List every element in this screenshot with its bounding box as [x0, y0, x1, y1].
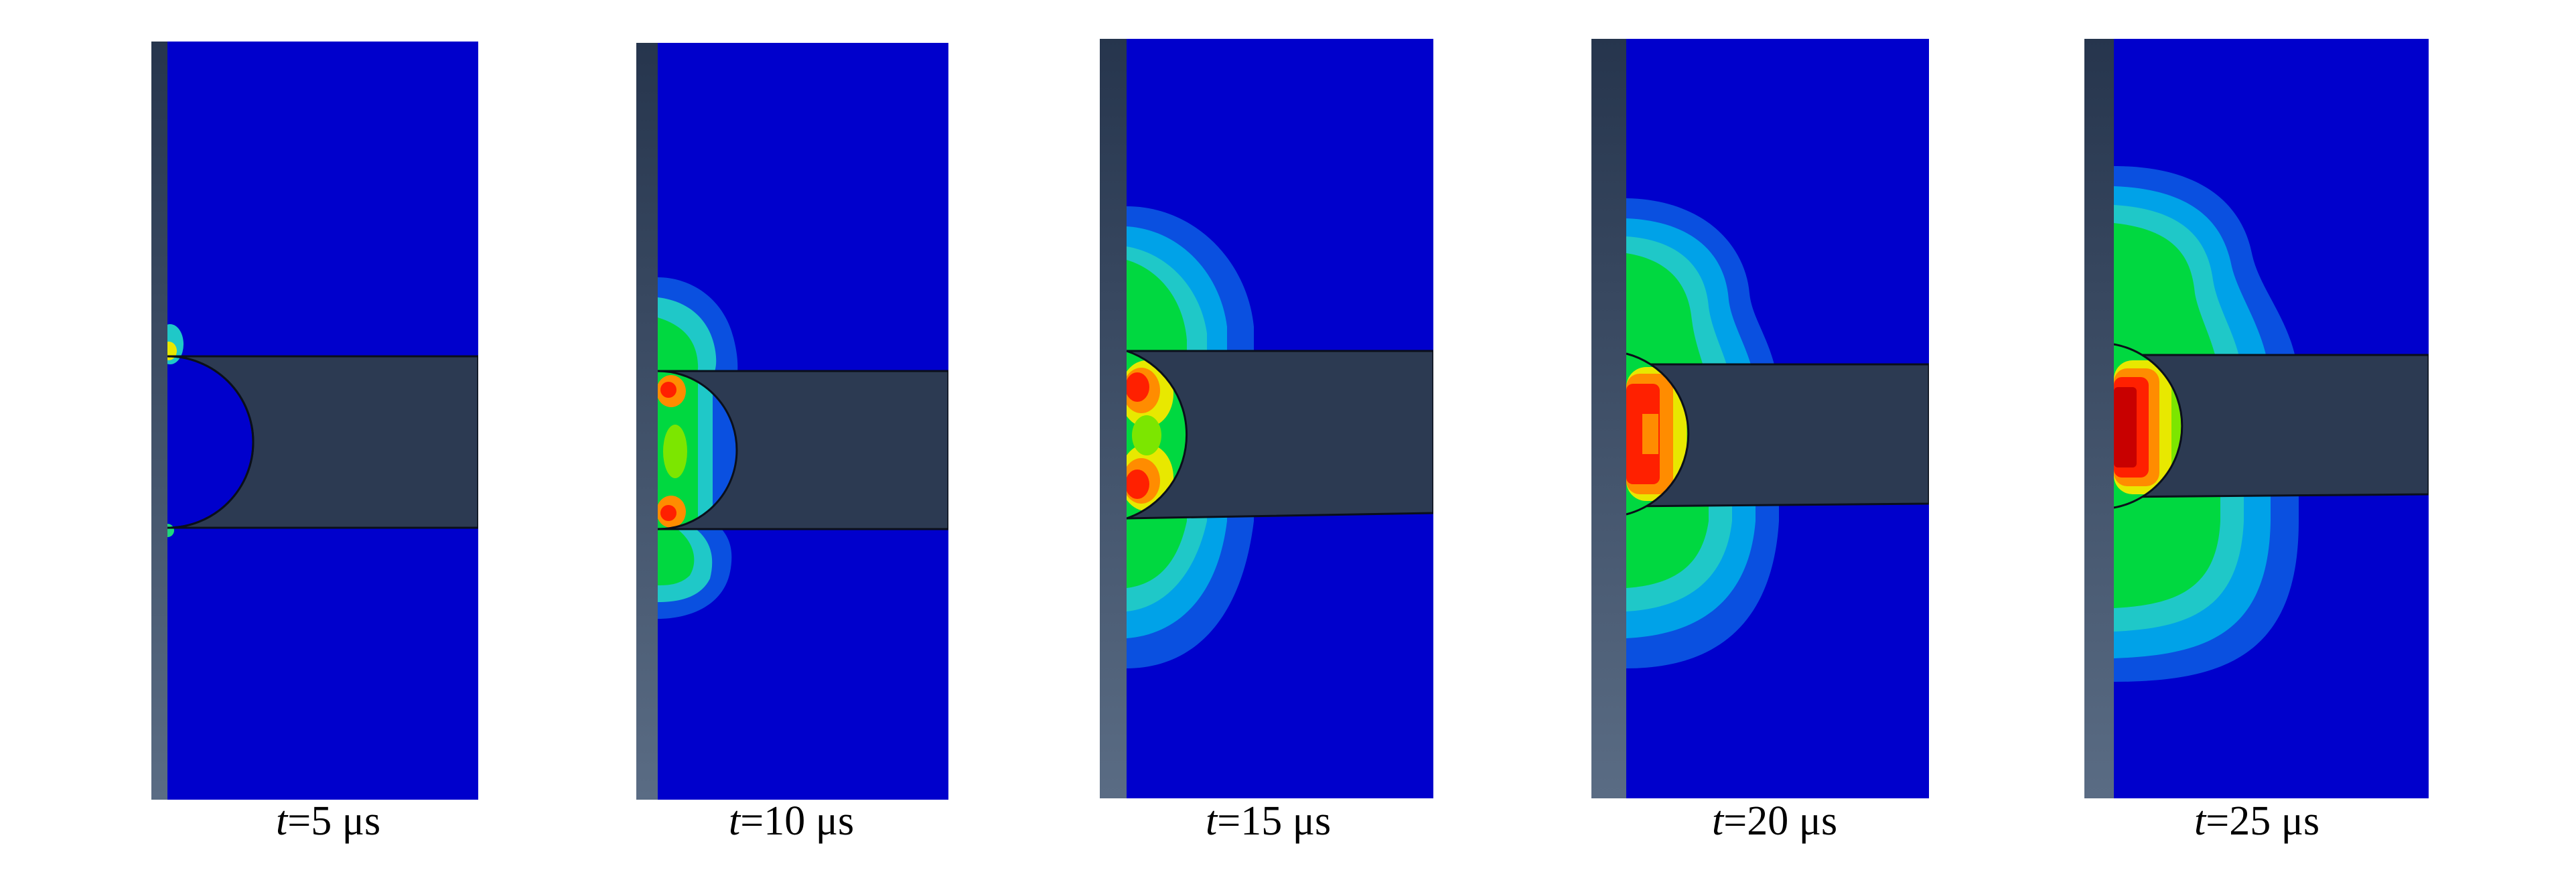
simulation-frame-t20: [1591, 39, 1929, 798]
caption-t20: t=20 μs: [1712, 794, 1837, 848]
projectile-nose: [657, 370, 738, 530]
projectile-nose: [2113, 343, 2184, 509]
nose-contour: [1626, 354, 1689, 514]
rear-plate: [2084, 39, 2114, 798]
caption-t15: t=15 μs: [1206, 794, 1331, 848]
rear-plate: [636, 43, 658, 800]
simulation-frame-t25: [2084, 39, 2429, 798]
caption-t25: t=25 μs: [2194, 794, 2319, 848]
rear-plate: [1100, 39, 1127, 798]
time-value: =15 μs: [1217, 798, 1332, 844]
time-value: =5 μs: [287, 798, 381, 844]
projectile-nose: [167, 355, 255, 529]
time-variable: t: [2194, 798, 2206, 844]
time-value: =20 μs: [1723, 798, 1838, 844]
projectile-nose: [1126, 350, 1188, 520]
time-value: =10 μs: [740, 798, 855, 844]
rear-plate: [151, 42, 167, 800]
time-variable: t: [276, 798, 288, 844]
simulation-frame-t5: [151, 42, 478, 800]
time-variable: t: [1712, 798, 1724, 844]
simulation-frame-t15: [1100, 39, 1433, 798]
caption-t5: t=5 μs: [276, 794, 380, 848]
rear-plate: [1591, 39, 1626, 798]
time-variable: t: [1206, 798, 1218, 844]
caption-t10: t=10 μs: [729, 794, 854, 848]
simulation-frame-t10: [636, 43, 948, 800]
projectile-nose: [1626, 352, 1690, 516]
time-variable: t: [729, 798, 741, 844]
time-value: =25 μs: [2206, 798, 2320, 844]
